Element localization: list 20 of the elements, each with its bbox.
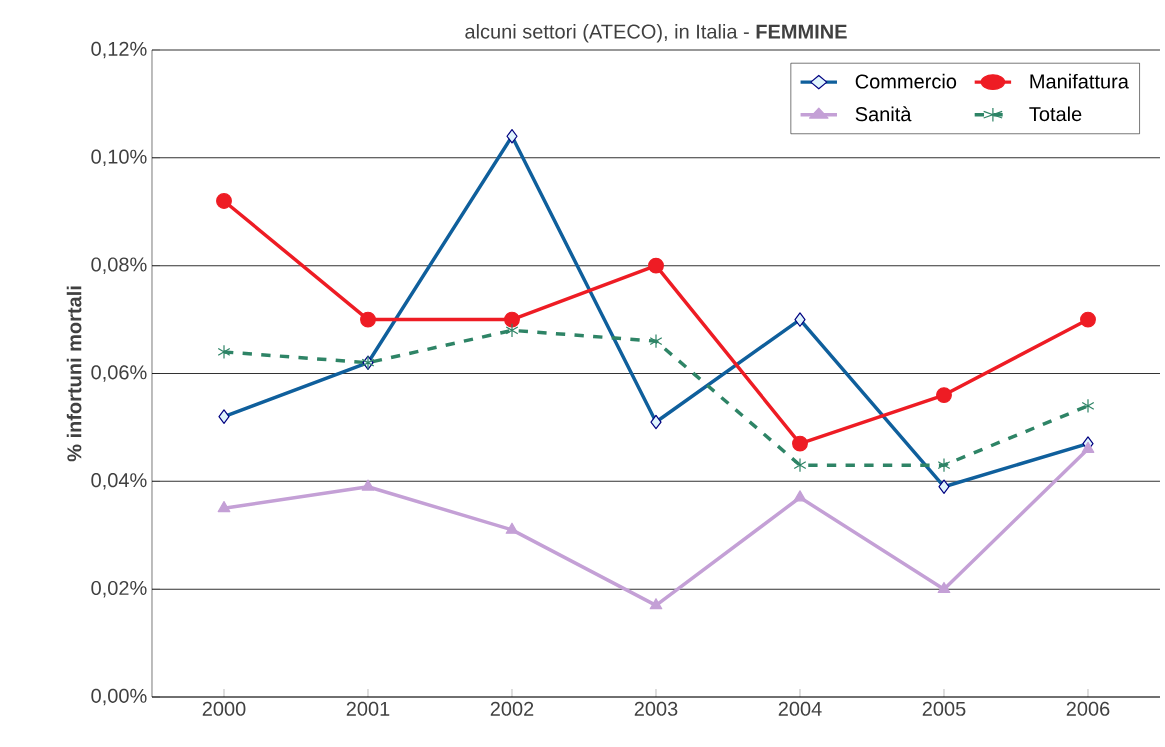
legend-label: Commercio xyxy=(855,73,957,89)
y-tick-label: 0,08% xyxy=(91,257,147,274)
y-tick-label: 0,10% xyxy=(91,149,147,167)
x-tick-label: 2000 xyxy=(202,701,246,716)
y-axis-title: % infortuni mortali xyxy=(66,286,82,462)
y-tick-label: 0,12% xyxy=(91,41,147,59)
x-tick-label: 2005 xyxy=(922,701,966,716)
x-tick-label: 2004 xyxy=(778,701,822,716)
legend-label: Totale xyxy=(1029,106,1082,122)
legend-label: Sanità xyxy=(855,106,912,122)
chart-title: alcuni settori (ATECO), in Italia - FEMMINE xyxy=(465,23,847,43)
x-tick-label: 2002 xyxy=(490,701,534,716)
legend-label: Manifattura xyxy=(1030,73,1129,89)
y-tick-label: 0,06% xyxy=(91,365,147,382)
x-tick-label: 2006 xyxy=(1066,701,1110,716)
x-tick-label: 2003 xyxy=(634,701,678,716)
y-tick-label: 0,04% xyxy=(91,473,147,490)
y-tick-label: 0,02% xyxy=(91,580,147,598)
x-tick-label: 2001 xyxy=(346,701,390,716)
y-tick-label: 0,00% xyxy=(91,688,147,706)
